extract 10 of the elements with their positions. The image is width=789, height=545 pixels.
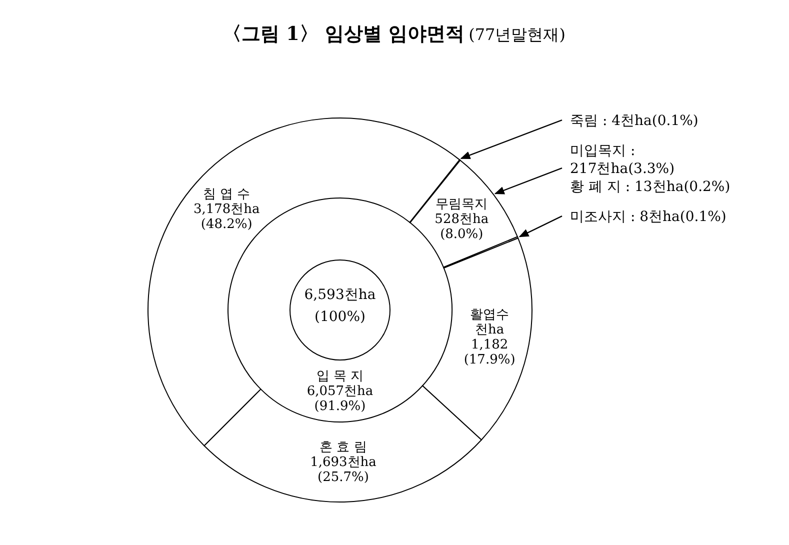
annotation: 미입목지 : 217천ha(3.3%) 황 폐 지 : 13천ha(0.2%) — [570, 143, 730, 196]
annotation: 6,593천ha (100%) — [304, 287, 376, 325]
annotation: 입 목 지 6,057천ha (91.9%) — [306, 369, 374, 414]
data-label: 혼 효 림 1,693천ha (25.7%) — [310, 440, 376, 485]
annotation: 미조사지 : 8천ha(0.1%) — [570, 209, 726, 226]
data-label: 활엽수 천ha 1,182 (17.9%) — [464, 308, 516, 368]
data-label: 무림목지 528천ha (8.0%) — [434, 196, 489, 242]
title: 〈그림 1〉 임상별 임야면적 (77년말현재) — [222, 23, 566, 45]
data-label: 침 엽 수 3,178천ha (48.2%) — [193, 186, 260, 232]
annotation: 죽림 : 4천ha(0.1%) — [570, 113, 698, 130]
